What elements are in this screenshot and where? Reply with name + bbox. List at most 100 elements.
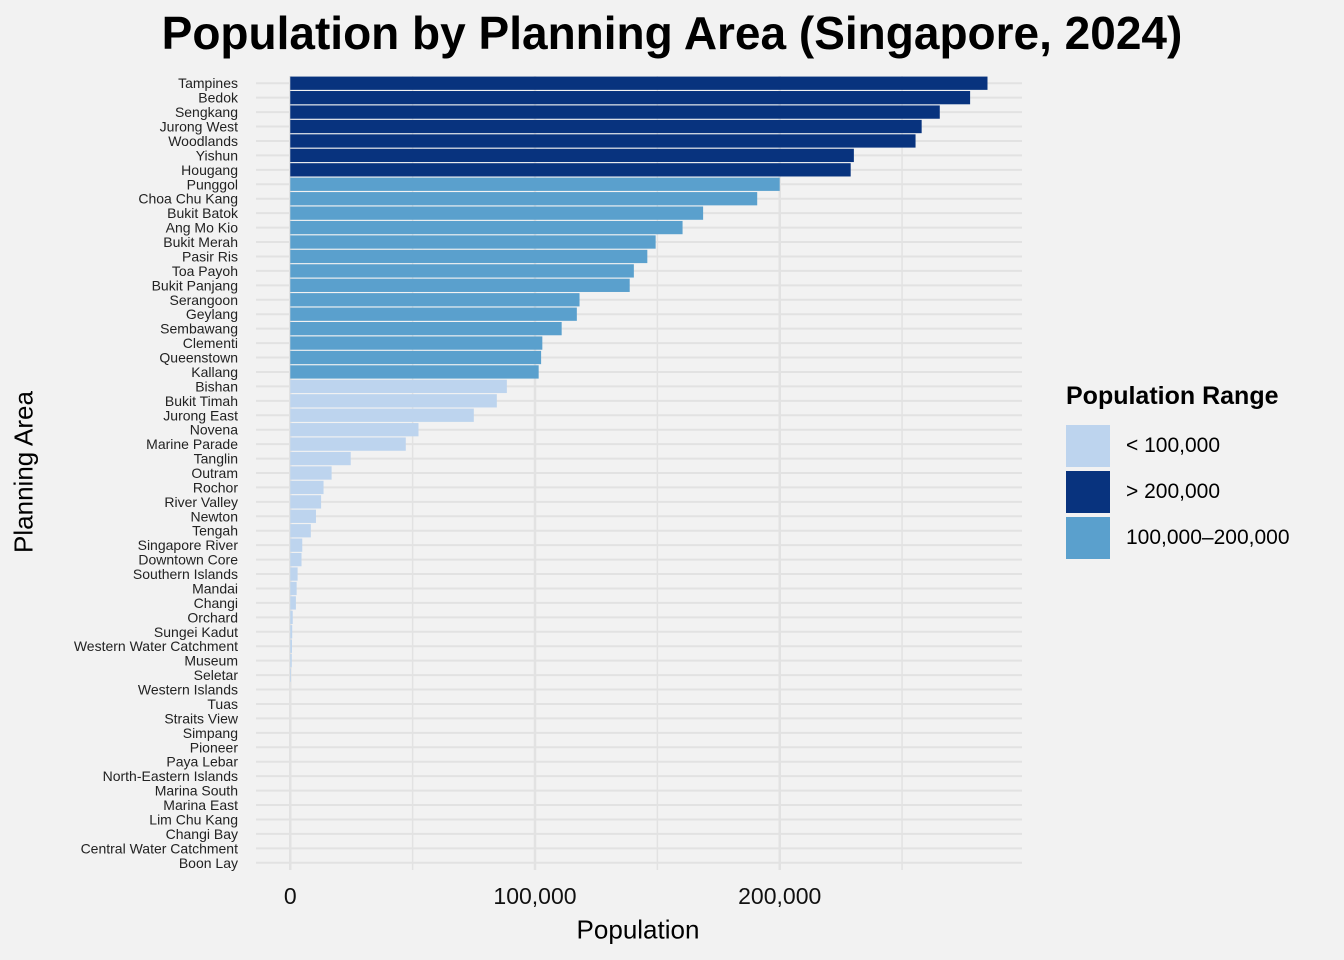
y-tick-label: Downtown Core [138,552,238,568]
y-tick-label: Jurong East [163,407,238,423]
y-axis-label: Planning Area [8,391,39,553]
bar-southern-islands [290,567,298,581]
bar-queenstown [290,350,542,365]
y-tick-label: Changi [194,595,238,611]
bar-bukit-timah [290,394,497,408]
bar-tengah [290,524,311,538]
y-tick-label: Paya Lebar [166,754,238,770]
y-tick-label: Hougang [181,162,238,178]
bar-ang-mo-kio [290,220,683,235]
y-tick-label: Clementi [183,335,238,351]
y-tick-label: Kallang [191,364,238,380]
bar-changi [290,596,296,610]
y-tick-label: Pioneer [190,739,239,755]
x-tick-labels: 0 100,000 200,000 [284,883,821,909]
y-tick-label: Sembawang [160,321,238,337]
y-tick-label: Ang Mo Kio [166,220,239,236]
x-tick-label: 100,000 [493,883,576,909]
y-tick-label: Western Islands [138,682,238,698]
bar-bukit-merah [290,235,656,249]
y-tick-label: Bishan [195,378,238,394]
y-tick-label: Woodlands [168,133,238,149]
x-axis-label: Population [576,914,700,945]
legend-label: 100,000–200,000 [1126,526,1290,549]
y-tick-label: Museum [184,653,238,669]
y-tick-label: River Valley [164,494,238,510]
bar-newton [290,509,316,523]
bar-singapore-river [290,538,303,552]
y-tick-label: Geylang [186,306,238,322]
y-tick-label: Sengkang [175,104,238,120]
legend-items: < 100,000 > 200,000 100,000–200,000 [1066,423,1290,561]
y-tick-label: Bukit Panjang [152,277,238,293]
y-tick-label: Novena [190,422,238,438]
bar-sengkang [290,105,940,119]
legend-swatch [1066,517,1110,559]
y-tick-label: Tengah [192,523,238,539]
bar-tanglin [290,451,351,466]
y-tick-label: Central Water Catchment [81,840,239,856]
bar-rochor [290,480,324,495]
bar-yishun [290,148,854,163]
y-tick-label: Boon Lay [179,855,238,871]
y-tick-label: Tanglin [194,451,238,467]
legend-item-200-000: > 200,000 [1066,469,1290,515]
y-tick-label: North-Eastern Islands [103,768,238,784]
y-tick-label: Marine Parade [146,436,238,452]
y-tick-label: Newton [191,508,238,524]
bar-novena [290,423,419,437]
legend-swatch [1066,471,1110,513]
bar-punggol [290,177,780,191]
y-tick-label: Queenstown [159,350,238,366]
bar-geylang [290,307,577,321]
y-tick-label: Southern Islands [133,566,238,582]
bar-choa-chu-kang [290,192,758,206]
bar-river-valley [290,495,322,509]
bar-outram [290,466,332,480]
x-tick-label: 200,000 [738,883,821,909]
y-tick-label: Tuas [207,696,238,712]
y-tick-label: Bedok [198,90,239,106]
y-tick-label: Simpang [183,725,238,741]
bar-mandai [290,581,297,596]
y-tick-label: Tampines [178,75,238,91]
bar-marine-parade [290,437,406,451]
bar-jurong-east [290,408,474,422]
y-tick-label: Singapore River [138,537,239,553]
bar-serangoon [290,293,580,307]
y-tick-label: Seletar [194,667,239,683]
bar-orchard [290,610,293,625]
legend-item-100-000-200-000: 100,000–200,000 [1066,515,1290,561]
y-tick-label: Pasir Ris [182,248,238,264]
bar-toa-payoh [290,264,634,278]
bar-clementi [290,336,543,350]
bar-downtown-core [290,552,302,567]
y-tick-label: Bukit Merah [163,234,238,250]
bar-tampines [290,76,988,90]
y-tick-label: Yishun [196,147,238,163]
chart-title: Population by Planning Area (Singapore, … [161,7,1183,59]
bar-western-water-catchment [290,639,292,653]
legend-item-100-000: < 100,000 [1066,423,1290,469]
bar-sembawang [290,321,562,336]
y-tick-label: Lim Chu Kang [149,811,238,827]
y-tick-label: Sungei Kadut [154,624,238,640]
y-tick-label: Marina South [155,783,238,799]
bar-bedok [290,91,971,105]
x-tick-label: 0 [284,883,297,909]
bar-seletar [290,668,291,682]
y-tick-label: Changi Bay [166,826,238,842]
y-tick-label: Outram [191,465,238,481]
bar-pasir-ris [290,249,648,264]
bar-museum [290,654,292,668]
legend: Population Range < 100,000 > 200,000 100,0… [1066,382,1290,561]
y-tick-label: Straits View [164,710,239,726]
y-tick-label: Serangoon [169,292,238,308]
y-tick-label: Bukit Timah [165,393,238,409]
bars [290,76,988,682]
legend-label: > 200,000 [1126,480,1221,503]
legend-title: Population Range [1066,382,1279,410]
bar-jurong-west [290,119,922,134]
